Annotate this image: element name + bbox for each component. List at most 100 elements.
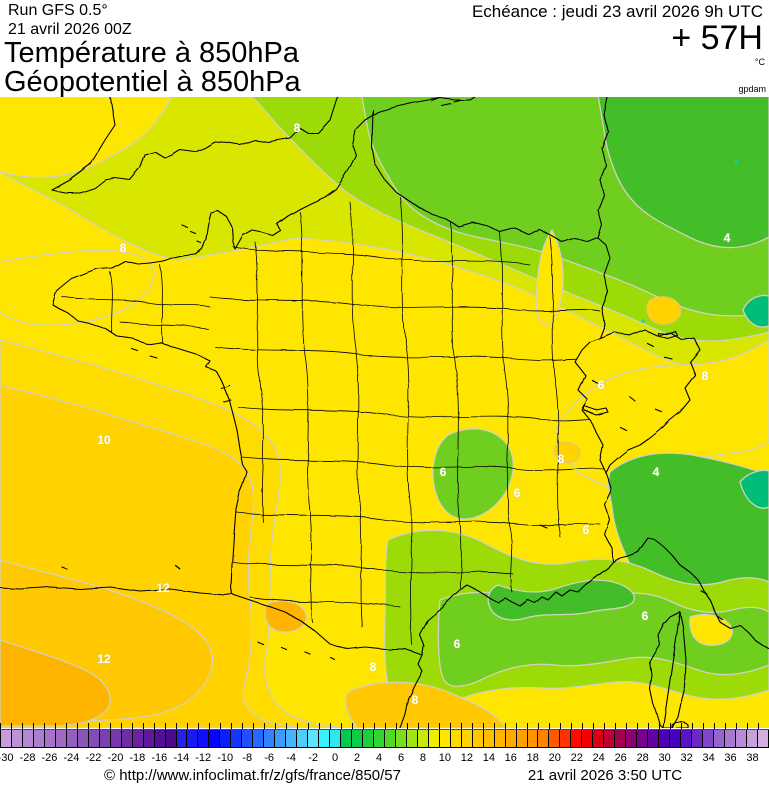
colorbar-tick	[483, 723, 485, 729]
colorbar-cell	[450, 730, 462, 748]
colorbar-tick	[65, 723, 67, 729]
colorbar-tick-label: -4	[286, 752, 296, 764]
colorbar-tick-label: -28	[19, 752, 36, 764]
colorbar-tick	[384, 723, 386, 729]
colorbar-tick	[714, 723, 716, 729]
colorbar-cell	[176, 730, 188, 748]
colorbar-cell	[253, 730, 265, 748]
colorbar-tick-label: 30	[658, 752, 671, 764]
colorbar-tick	[659, 723, 661, 729]
unit-temperature-label: °C	[754, 57, 765, 67]
colorbar-tick-label: 34	[702, 752, 715, 764]
coastlines-and-borders	[0, 97, 769, 728]
colorbar-tick	[681, 723, 683, 729]
colorbar-tick-label: 2	[353, 752, 361, 764]
colorbar-cell	[692, 730, 703, 748]
colorbar-tick-label: -6	[264, 752, 274, 764]
colorbar-cell	[582, 730, 594, 748]
colorbar-cell	[703, 730, 714, 748]
colorbar-tick	[582, 723, 584, 729]
colorbar-tick-label: 22	[570, 752, 583, 764]
colorbar-cell	[483, 730, 495, 748]
colorbar-tick	[670, 723, 672, 729]
colorbar-tick	[0, 723, 1, 729]
colorbar-tick-label: -20	[107, 752, 124, 764]
colorbar-ticks	[0, 723, 769, 729]
colorbar-cell	[648, 730, 660, 748]
colorbar-tick	[175, 723, 177, 729]
colorbar-tick	[593, 723, 595, 729]
colorbar-cell	[549, 730, 561, 748]
colorbar-cell	[713, 730, 725, 748]
colorbar-cell	[187, 730, 199, 748]
colorbar-cell	[275, 730, 287, 748]
colorbar-cell	[220, 730, 232, 748]
colorbar-tick-label: 16	[504, 752, 517, 764]
colorbar-tick-label: 0	[332, 752, 339, 764]
colorbar-tick	[98, 723, 100, 729]
station-mark-icon: ▴	[733, 156, 739, 166]
colorbar-tick	[329, 723, 331, 729]
colorbar-labels: -30-28-26-24-22-20-18-16-14-12-10-8-6-4-…	[0, 752, 769, 765]
colorbar-cell	[242, 730, 254, 748]
run-date-label: 21 avril 2026 00Z	[8, 21, 132, 38]
colorbar-cell	[362, 730, 374, 748]
colorbar-cell	[472, 730, 484, 748]
colorbar-tick-label: 12	[460, 752, 474, 764]
colorbar-tick	[472, 723, 474, 729]
colorbar-cell	[341, 730, 352, 748]
colorbar-cell	[297, 730, 309, 748]
colorbar-cell	[330, 730, 342, 748]
map-title-geopotential: Géopotentiel à 850hPa	[4, 66, 301, 98]
colorbar-cell	[286, 730, 298, 748]
colorbar-tick-label: 4	[375, 752, 383, 764]
colorbar-tick	[395, 723, 397, 729]
colorbar-tick	[549, 723, 551, 729]
colorbar-tick	[758, 723, 759, 729]
colorbar-tick	[263, 723, 265, 729]
colorbar-tick	[230, 723, 232, 729]
colorbar-tick	[22, 723, 23, 729]
colorbar-tick-label: 28	[636, 752, 649, 764]
colorbar-cell	[538, 730, 550, 748]
colorbar-tick-label: 6	[397, 752, 405, 764]
colorbar-tick	[725, 723, 727, 729]
colorbar-cell	[746, 730, 758, 748]
colorbar-cell	[461, 730, 473, 748]
colorbar-tick-label: 14	[482, 752, 496, 764]
colorbar-tick	[285, 723, 287, 729]
colorbar-tick	[197, 723, 199, 729]
colorbar-tick-label: 8	[419, 752, 426, 764]
colorbar-cell	[209, 730, 221, 748]
colorbar-tick	[527, 723, 529, 729]
colorbar-tick-label: 20	[548, 752, 561, 764]
colorbar-cell	[439, 730, 451, 748]
colorbar-cell	[406, 730, 418, 748]
colorbar-tick	[637, 723, 639, 729]
colorbar-tick	[648, 723, 650, 729]
colorbar-tick	[406, 723, 408, 729]
colorbar-tick	[461, 723, 463, 729]
colorbar-cell	[505, 730, 517, 748]
colorbar-cell	[308, 730, 320, 748]
colorbar-tick-label: 24	[592, 752, 605, 764]
colorbar-cell	[154, 730, 166, 748]
colorbar-tick	[208, 723, 210, 729]
colorbar-cell	[615, 730, 627, 748]
colorbar-tick	[153, 723, 155, 729]
colorbar-cell	[659, 730, 671, 748]
colorbar-cell	[22, 730, 34, 748]
colorbar-tick-label: -10	[217, 752, 234, 764]
colorbar-tick-label: -8	[242, 752, 253, 764]
map-canvas	[0, 97, 769, 728]
colorbar-tick-label: -16	[151, 752, 168, 764]
colorbar-tick	[54, 723, 56, 729]
colorbar-tick	[33, 723, 34, 729]
colorbar-tick-label: 18	[526, 752, 539, 764]
colorbar-tick-label: -2	[308, 752, 318, 764]
colorbar-tick	[362, 723, 364, 729]
colorbar-tick	[109, 723, 111, 729]
colorbar-tick	[164, 723, 166, 729]
colorbar-tick	[43, 723, 45, 729]
